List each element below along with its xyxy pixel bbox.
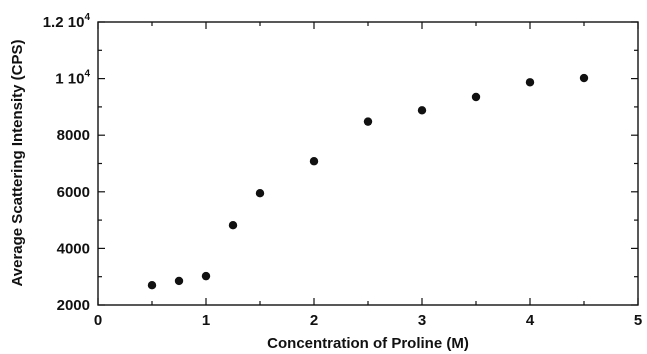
y-tick-label-base: 4000 bbox=[57, 240, 90, 257]
x-tick-label: 3 bbox=[418, 312, 426, 329]
data-point bbox=[147, 280, 157, 290]
y-tick-label-base: 1.2 10 bbox=[43, 14, 85, 31]
data-points bbox=[147, 73, 589, 290]
data-point bbox=[525, 78, 535, 87]
data-point bbox=[417, 106, 427, 115]
data-point bbox=[255, 189, 265, 198]
y-tick-label: 4000 bbox=[57, 240, 90, 257]
y-tick-label-base: 1 10 bbox=[55, 71, 84, 88]
y-tick-label: 1.2 104 bbox=[43, 12, 91, 31]
x-tick-label: 2 bbox=[310, 312, 318, 329]
y-tick-label: 8000 bbox=[57, 127, 90, 144]
x-tick-label: 0 bbox=[94, 312, 102, 329]
y-tick-label-base: 6000 bbox=[57, 184, 90, 201]
x-axis-title: Concentration of Proline (M) bbox=[267, 335, 469, 352]
y-tick-label-exponent: 4 bbox=[84, 69, 90, 80]
y-tick-label-exponent: 4 bbox=[84, 12, 90, 23]
data-point bbox=[174, 276, 184, 286]
x-tick-label: 4 bbox=[526, 312, 535, 329]
data-point bbox=[228, 220, 238, 230]
y-tick-label: 6000 bbox=[57, 184, 90, 201]
plot-frame bbox=[97, 21, 639, 306]
axis-ticks bbox=[97, 21, 639, 306]
data-point bbox=[201, 271, 211, 281]
y-tick-label: 1 104 bbox=[55, 69, 90, 88]
y-tick-label-base: 8000 bbox=[57, 127, 90, 144]
y-tick-label: 2000 bbox=[57, 297, 90, 314]
data-point bbox=[471, 92, 481, 102]
x-tick-label: 5 bbox=[634, 312, 642, 329]
data-point bbox=[579, 73, 589, 83]
data-point bbox=[309, 157, 319, 166]
y-tick-label-base: 2000 bbox=[57, 297, 90, 314]
data-point bbox=[363, 117, 373, 126]
x-tick-label: 1 bbox=[202, 312, 210, 329]
y-axis-title: Average Scattering Intensity (CPS) bbox=[9, 39, 26, 286]
